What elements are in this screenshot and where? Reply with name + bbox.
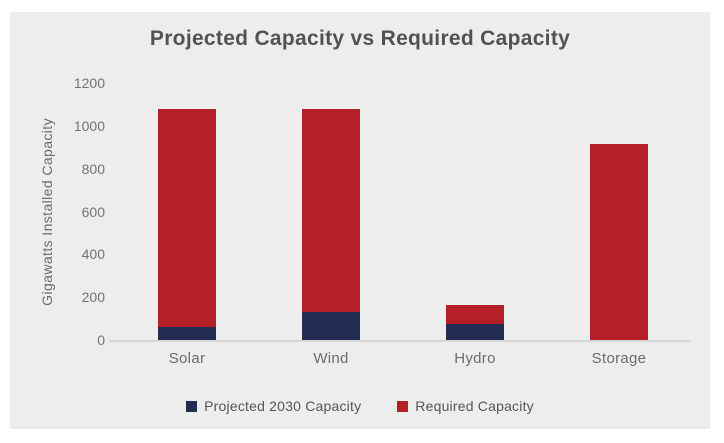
chart-title: Projected Capacity vs Required Capacity [149,27,571,50]
chart-card: Projected Capacity vs Required Capacity … [10,12,710,427]
legend-swatch-icon [397,400,409,412]
bar-segment-solar-required-capacity [158,108,216,328]
legend: Projected 2030 Capacity Required Capacity [10,398,710,414]
bar-slot-storage [547,83,691,340]
bar-slot-hydro [403,83,547,340]
plot-area [109,83,691,342]
bar-wind [302,83,360,340]
legend-swatch-icon [186,400,198,412]
bar-segment-wind-projected-2030-capacity [302,312,360,340]
legend-label: Projected 2030 Capacity [204,398,362,414]
bar-storage [590,83,648,340]
y-tick-label: 600 [81,203,105,220]
bar-segment-solar-projected-2030-capacity [158,327,216,340]
legend-label: Required Capacity [415,398,534,414]
y-tick-label: 1000 [73,117,105,134]
bar-slot-wind [259,83,403,340]
bar-segment-hydro-projected-2030-capacity [446,323,504,340]
x-category-label-solar: Solar [168,350,206,367]
y-axis-ticks: 0 200 400 600 800 1000 1200 [10,75,105,348]
x-category-label-storage: Storage [591,350,647,367]
y-tick-label: 1200 [73,75,105,91]
x-category-label-wind: Wind [313,350,349,367]
x-axis-line [109,340,691,342]
bar-hydro [446,83,504,340]
legend-item-required-capacity: Required Capacity [397,398,534,414]
legend-item-projected-2030-capacity: Projected 2030 Capacity [186,398,361,414]
bar-segment-wind-required-capacity [302,108,360,313]
bar-segment-storage-required-capacity [590,144,648,340]
y-tick-label: 800 [81,160,105,177]
bar-segment-hydro-required-capacity [446,304,504,324]
y-tick-label: 400 [81,246,105,263]
x-axis-labels: Solar Wind Hydro Storage [115,350,691,367]
x-category-label-hydro: Hydro [454,350,496,367]
bar-slot-solar [115,83,259,340]
y-tick-label: 0 [97,332,105,348]
bar-solar [158,83,216,340]
y-tick-label: 200 [81,289,105,306]
